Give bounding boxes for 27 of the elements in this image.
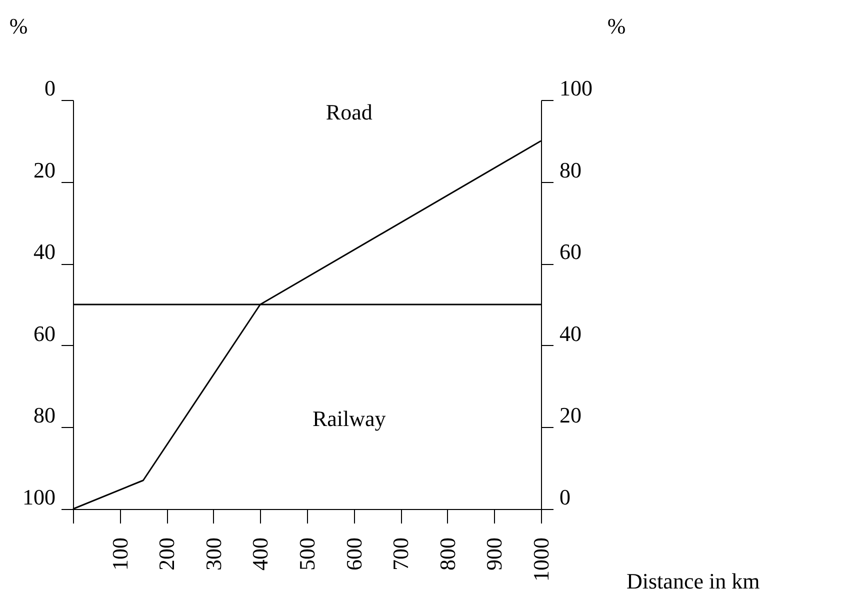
y2-tick-label: 80 (560, 157, 582, 182)
y-tick-label: 40 (34, 239, 56, 264)
y-tick-label: 0 (44, 76, 56, 100)
annotation: Railway (312, 406, 386, 432)
y-tick-label: 20 (34, 157, 56, 182)
y2-axis-title: % (607, 14, 626, 38)
y2-tick-label: 40 (560, 320, 582, 346)
y-tick-label: 60 (34, 320, 56, 346)
x-tick-label: 400 (248, 538, 273, 570)
x-tick-label: 600 (341, 538, 366, 570)
x-tick-label: 200 (154, 538, 180, 570)
y2-tick-label: 20 (560, 402, 582, 428)
x-tick-label: 700 (388, 538, 414, 570)
x-tick-label: 1000 (528, 538, 554, 582)
y2-tick-label: 100 (560, 76, 592, 100)
x-tick-label: 800 (434, 538, 460, 570)
x-tick-label: 500 (294, 538, 320, 570)
y2-tick-label: 60 (560, 239, 582, 264)
y2-tick-label: 0 (560, 484, 570, 510)
y-tick-label: 100 (22, 484, 56, 510)
y-tick-label: 80 (34, 402, 56, 428)
x-tick-label: 300 (200, 538, 226, 570)
annotation: Road (326, 99, 372, 124)
x-axis-title: Distance in km (626, 568, 760, 594)
x-tick-label: 100 (107, 538, 132, 570)
x-tick-label: 900 (482, 538, 507, 570)
y-axis-title: % (9, 14, 28, 38)
